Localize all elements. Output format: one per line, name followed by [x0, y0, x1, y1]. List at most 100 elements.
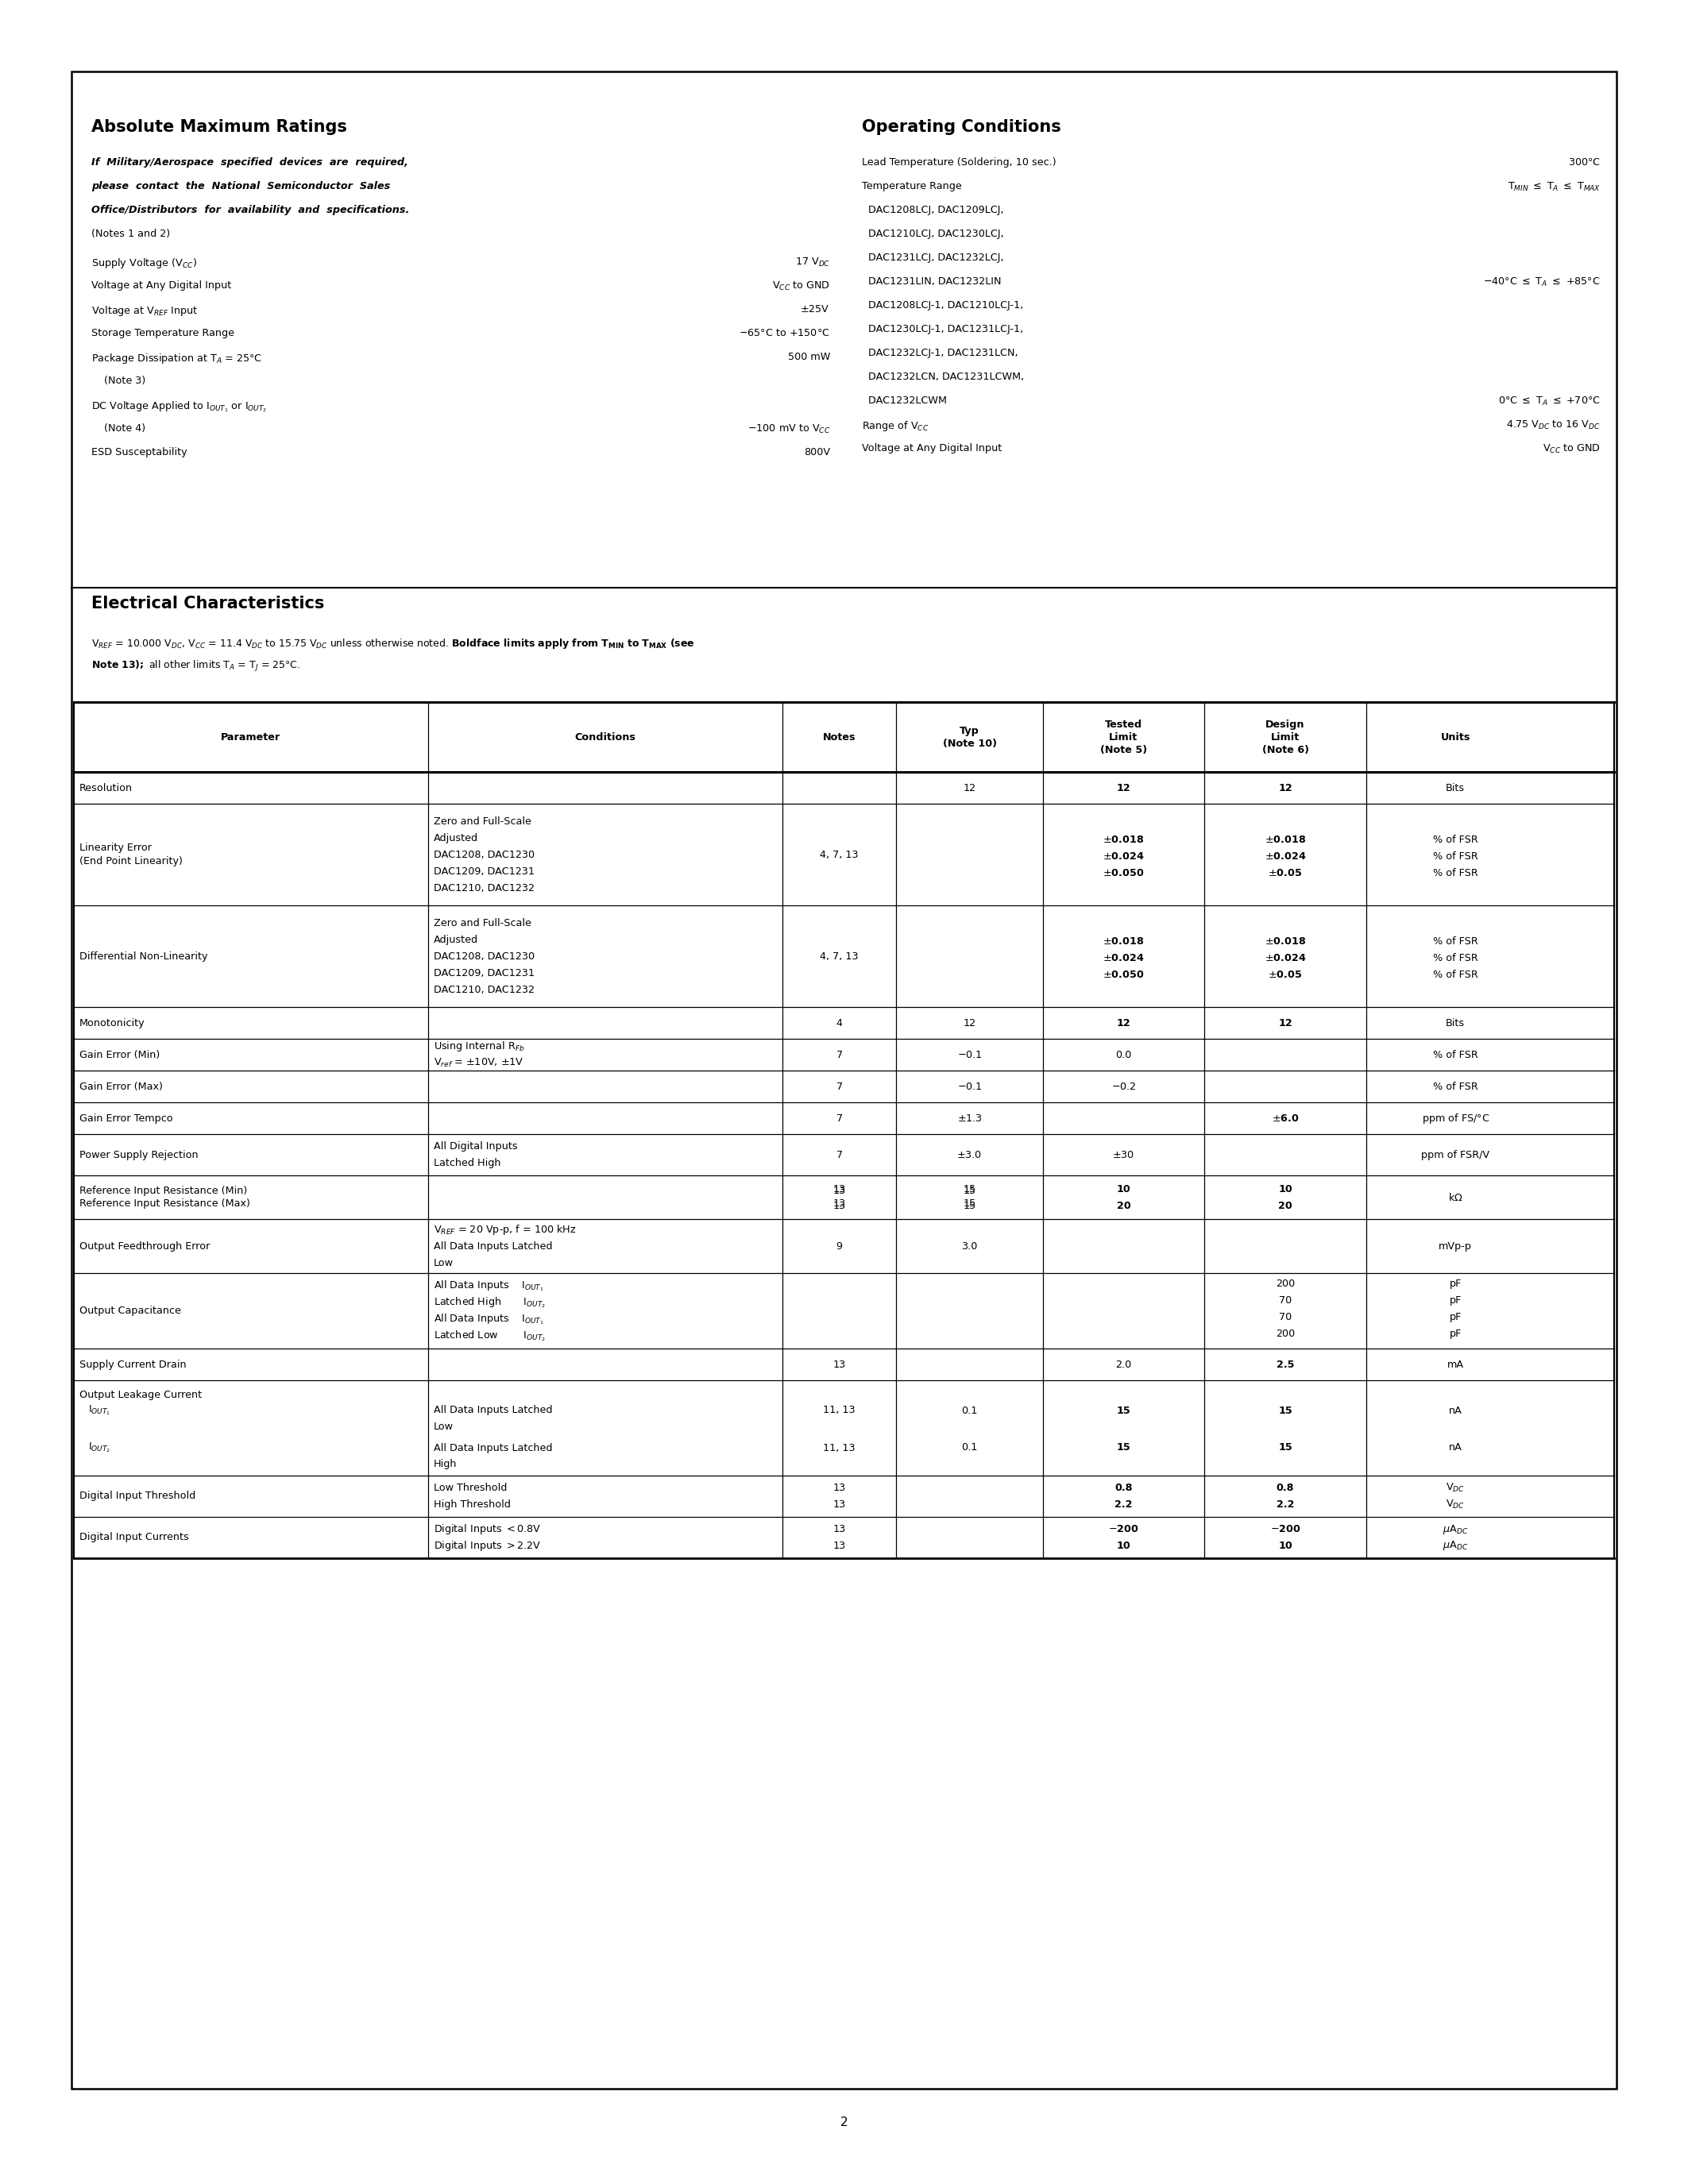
Text: Design
Limit
(Note 6): Design Limit (Note 6) — [1263, 719, 1308, 756]
Text: V$_{CC}$ to GND: V$_{CC}$ to GND — [771, 280, 830, 293]
Text: $\pm$0.018: $\pm$0.018 — [1102, 937, 1144, 946]
Text: 0$\degree$C $\leq$ T$_A$ $\leq$ +70$\degree$C: 0$\degree$C $\leq$ T$_A$ $\leq$ +70$\deg… — [1499, 395, 1600, 408]
Text: DAC1210, DAC1232: DAC1210, DAC1232 — [434, 882, 535, 893]
Text: DAC1208LCJ-1, DAC1210LCJ-1,: DAC1208LCJ-1, DAC1210LCJ-1, — [863, 299, 1023, 310]
Text: DAC1208, DAC1230: DAC1208, DAC1230 — [434, 950, 535, 961]
Text: % of FSR: % of FSR — [1433, 952, 1479, 963]
Text: k$\Omega$: k$\Omega$ — [1448, 1192, 1463, 1203]
Text: All Digital Inputs: All Digital Inputs — [434, 1142, 518, 1151]
Text: Electrical Characteristics: Electrical Characteristics — [91, 596, 324, 612]
Text: Voltage at V$_{REF}$ Input: Voltage at V$_{REF}$ Input — [91, 304, 197, 317]
Text: All Data Inputs Latched: All Data Inputs Latched — [434, 1404, 552, 1415]
Text: 15: 15 — [964, 1184, 976, 1195]
Text: $\mathbf{Note\ 13);}$ all other limits T$_A$ = T$_J$ = 25$\degree$C.: $\mathbf{Note\ 13);}$ all other limits T… — [91, 660, 300, 673]
Text: 70: 70 — [1280, 1295, 1291, 1306]
Text: All Data Inputs Latched: All Data Inputs Latched — [434, 1444, 552, 1452]
Text: 10: 10 — [1278, 1184, 1293, 1195]
Text: 4.75 V$_{DC}$ to 16 V$_{DC}$: 4.75 V$_{DC}$ to 16 V$_{DC}$ — [1506, 419, 1600, 430]
Text: DAC1209, DAC1231: DAC1209, DAC1231 — [434, 867, 535, 876]
Text: $-$200: $-$200 — [1109, 1524, 1139, 1535]
Text: Temperature Range: Temperature Range — [863, 181, 962, 192]
Text: Typ
(Note 10): Typ (Note 10) — [942, 725, 996, 749]
Text: T$_{MIN}$ $\leq$ T$_A$ $\leq$ T$_{MAX}$: T$_{MIN}$ $\leq$ T$_A$ $\leq$ T$_{MAX}$ — [1507, 181, 1600, 192]
Text: DAC1231LIN, DAC1232LIN: DAC1231LIN, DAC1232LIN — [863, 277, 1001, 286]
Text: High: High — [434, 1459, 457, 1470]
Text: $\pm$3.0: $\pm$3.0 — [957, 1149, 982, 1160]
Text: $\pm$25V: $\pm$25V — [800, 304, 830, 314]
Text: Operating Conditions: Operating Conditions — [863, 120, 1062, 135]
Text: 13: 13 — [832, 1540, 846, 1551]
Text: 13: 13 — [832, 1483, 846, 1494]
Text: $\pm$0.05: $\pm$0.05 — [1268, 970, 1303, 981]
Text: 4, 7, 13: 4, 7, 13 — [820, 950, 859, 961]
Text: V$_{REF}$ = 10.000 V$_{DC}$, V$_{CC}$ = 11.4 V$_{DC}$ to 15.75 V$_{DC}$ unless o: V$_{REF}$ = 10.000 V$_{DC}$, V$_{CC}$ = … — [91, 638, 695, 651]
Text: I$_{OUT_1}$: I$_{OUT_1}$ — [88, 1404, 111, 1417]
Text: All Data Inputs Latched: All Data Inputs Latched — [434, 1241, 552, 1251]
Text: 15: 15 — [1278, 1404, 1293, 1415]
Text: 13: 13 — [832, 1201, 846, 1210]
Text: Adjusted: Adjusted — [434, 832, 478, 843]
Text: V$_{ref}$ = $\pm$10V, $\pm$1V: V$_{ref}$ = $\pm$10V, $\pm$1V — [434, 1057, 523, 1068]
Text: Supply Voltage (V$_{CC}$): Supply Voltage (V$_{CC}$) — [91, 256, 197, 271]
Text: 0.1: 0.1 — [962, 1404, 977, 1415]
Text: Bits: Bits — [1447, 1018, 1465, 1029]
Text: Absolute Maximum Ratings: Absolute Maximum Ratings — [91, 120, 348, 135]
Text: Units: Units — [1440, 732, 1470, 743]
Text: Package Dissipation at T$_A$ = 25$\degree$C: Package Dissipation at T$_A$ = 25$\degre… — [91, 352, 262, 365]
Text: nA: nA — [1448, 1444, 1462, 1452]
Text: 3.0: 3.0 — [962, 1241, 977, 1251]
Text: Lead Temperature (Soldering, 10 sec.): Lead Temperature (Soldering, 10 sec.) — [863, 157, 1057, 168]
Text: 0.0: 0.0 — [1116, 1051, 1131, 1059]
Text: V$_{DC}$: V$_{DC}$ — [1447, 1483, 1465, 1494]
Text: $\pm$30: $\pm$30 — [1112, 1149, 1134, 1160]
Text: Gain Error (Max): Gain Error (Max) — [79, 1081, 162, 1092]
Text: $\pm$0.050: $\pm$0.050 — [1102, 970, 1144, 981]
Text: 0.1: 0.1 — [962, 1444, 977, 1452]
Text: 13: 13 — [832, 1201, 846, 1210]
Text: 2.0: 2.0 — [1116, 1358, 1131, 1369]
Text: $\pm$0.018: $\pm$0.018 — [1264, 937, 1307, 946]
Text: Adjusted: Adjusted — [434, 935, 478, 946]
Text: 13: 13 — [832, 1184, 846, 1195]
Text: DAC1232LCJ-1, DAC1231LCN,: DAC1232LCJ-1, DAC1231LCN, — [863, 347, 1018, 358]
Text: Digital Input Threshold: Digital Input Threshold — [79, 1492, 196, 1500]
Text: 20: 20 — [1116, 1201, 1131, 1210]
Text: Output Feedthrough Error: Output Feedthrough Error — [79, 1241, 209, 1251]
Text: Notes: Notes — [822, 732, 856, 743]
Text: I$_{OUT_2}$: I$_{OUT_2}$ — [88, 1441, 111, 1455]
Text: Digital Input Currents: Digital Input Currents — [79, 1533, 189, 1542]
Text: ppm of FS/$\degree$C: ppm of FS/$\degree$C — [1421, 1112, 1489, 1125]
Text: Gain Error (Min): Gain Error (Min) — [79, 1051, 160, 1059]
Text: 10: 10 — [1116, 1184, 1131, 1195]
Text: 70: 70 — [1280, 1313, 1291, 1321]
Text: DAC1210LCJ, DAC1230LCJ,: DAC1210LCJ, DAC1230LCJ, — [863, 229, 1004, 238]
Text: 7: 7 — [836, 1051, 842, 1059]
Text: Gain Error Tempco: Gain Error Tempco — [79, 1114, 172, 1123]
Text: $\pm$1.3: $\pm$1.3 — [957, 1114, 982, 1123]
Text: Digital Inputs $>$2.2V: Digital Inputs $>$2.2V — [434, 1540, 540, 1553]
Text: Voltage at Any Digital Input: Voltage at Any Digital Input — [863, 443, 1003, 454]
Text: DAC1232LCWM: DAC1232LCWM — [863, 395, 947, 406]
Text: 13: 13 — [832, 1184, 846, 1195]
Text: Parameter: Parameter — [221, 732, 280, 743]
Text: 11, 13: 11, 13 — [824, 1444, 856, 1452]
Text: 500 mW: 500 mW — [788, 352, 830, 363]
Text: 12: 12 — [964, 1018, 976, 1029]
Text: Low: Low — [434, 1258, 454, 1269]
Text: Differential Non-Linearity: Differential Non-Linearity — [79, 950, 208, 961]
Text: Conditions: Conditions — [574, 732, 636, 743]
Text: 15
15: 15 15 — [964, 1186, 976, 1210]
Text: 15: 15 — [964, 1201, 976, 1210]
Text: Using Internal R$_{Fb}$: Using Internal R$_{Fb}$ — [434, 1040, 525, 1053]
Text: Output Capacitance: Output Capacitance — [79, 1306, 181, 1317]
Text: 13
13: 13 13 — [832, 1186, 846, 1210]
Text: $\mu$A$_{DC}$: $\mu$A$_{DC}$ — [1443, 1522, 1469, 1535]
Text: $\pm$0.024: $\pm$0.024 — [1102, 952, 1144, 963]
Text: 12: 12 — [1278, 1018, 1293, 1029]
Text: $-$0.1: $-$0.1 — [957, 1081, 982, 1092]
Text: Voltage at Any Digital Input: Voltage at Any Digital Input — [91, 280, 231, 290]
Text: 0.8: 0.8 — [1276, 1483, 1295, 1494]
Text: Monotonicity: Monotonicity — [79, 1018, 145, 1029]
Text: All Data Inputs    I$_{OUT_1}$: All Data Inputs I$_{OUT_1}$ — [434, 1280, 544, 1293]
Text: 13: 13 — [832, 1358, 846, 1369]
